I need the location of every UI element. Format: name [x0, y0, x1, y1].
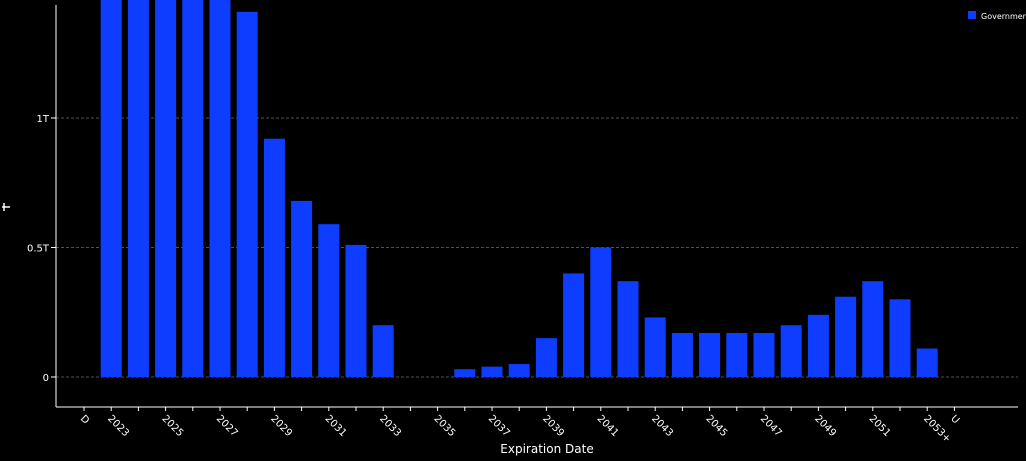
bar-2050	[835, 296, 857, 377]
bars	[100, 0, 938, 378]
y-tick-label: 0.5T	[27, 244, 50, 255]
bar-2044	[671, 332, 693, 377]
legend-label: Governmen	[981, 12, 1026, 21]
bar-2047	[753, 332, 775, 377]
bar-2041	[590, 247, 612, 377]
bar-2042	[617, 281, 639, 377]
bar-2036	[454, 369, 476, 377]
bar-2023	[100, 0, 122, 378]
bar-2031	[318, 224, 340, 377]
bar-2028	[236, 11, 258, 378]
y-tick-label: 1T	[37, 114, 50, 125]
bar-2048	[780, 325, 802, 377]
bar-2049	[807, 314, 829, 377]
bar-2046	[726, 332, 748, 377]
bar-2043	[644, 317, 666, 377]
legend-swatch	[968, 11, 976, 19]
bar-2038	[508, 364, 530, 377]
y-axis-marker	[2, 203, 10, 211]
bar-2053+	[916, 348, 938, 377]
bar-2029	[263, 138, 285, 377]
bar-2052	[889, 299, 911, 377]
axes	[55, 5, 1018, 408]
bar-2032	[345, 244, 367, 377]
bar-2026	[182, 0, 204, 378]
bar-2045	[699, 332, 721, 377]
y-tick-label: 0	[43, 373, 49, 384]
bar-2025	[155, 0, 177, 377]
bar-2033	[372, 325, 394, 377]
y-axis-ticks: 00.5T1T1.5T2T2.5T	[27, 114, 56, 384]
bar-2039	[535, 338, 557, 377]
legend[interactable]: Governmen	[968, 11, 1026, 21]
bar-2051	[862, 281, 884, 377]
bar-2037	[481, 366, 503, 377]
bar-2024	[127, 0, 149, 377]
bar-2040	[563, 273, 585, 377]
bar-2030	[291, 200, 313, 377]
bar-2027	[209, 0, 231, 377]
x-axis-title: Expiration Date	[500, 442, 593, 456]
